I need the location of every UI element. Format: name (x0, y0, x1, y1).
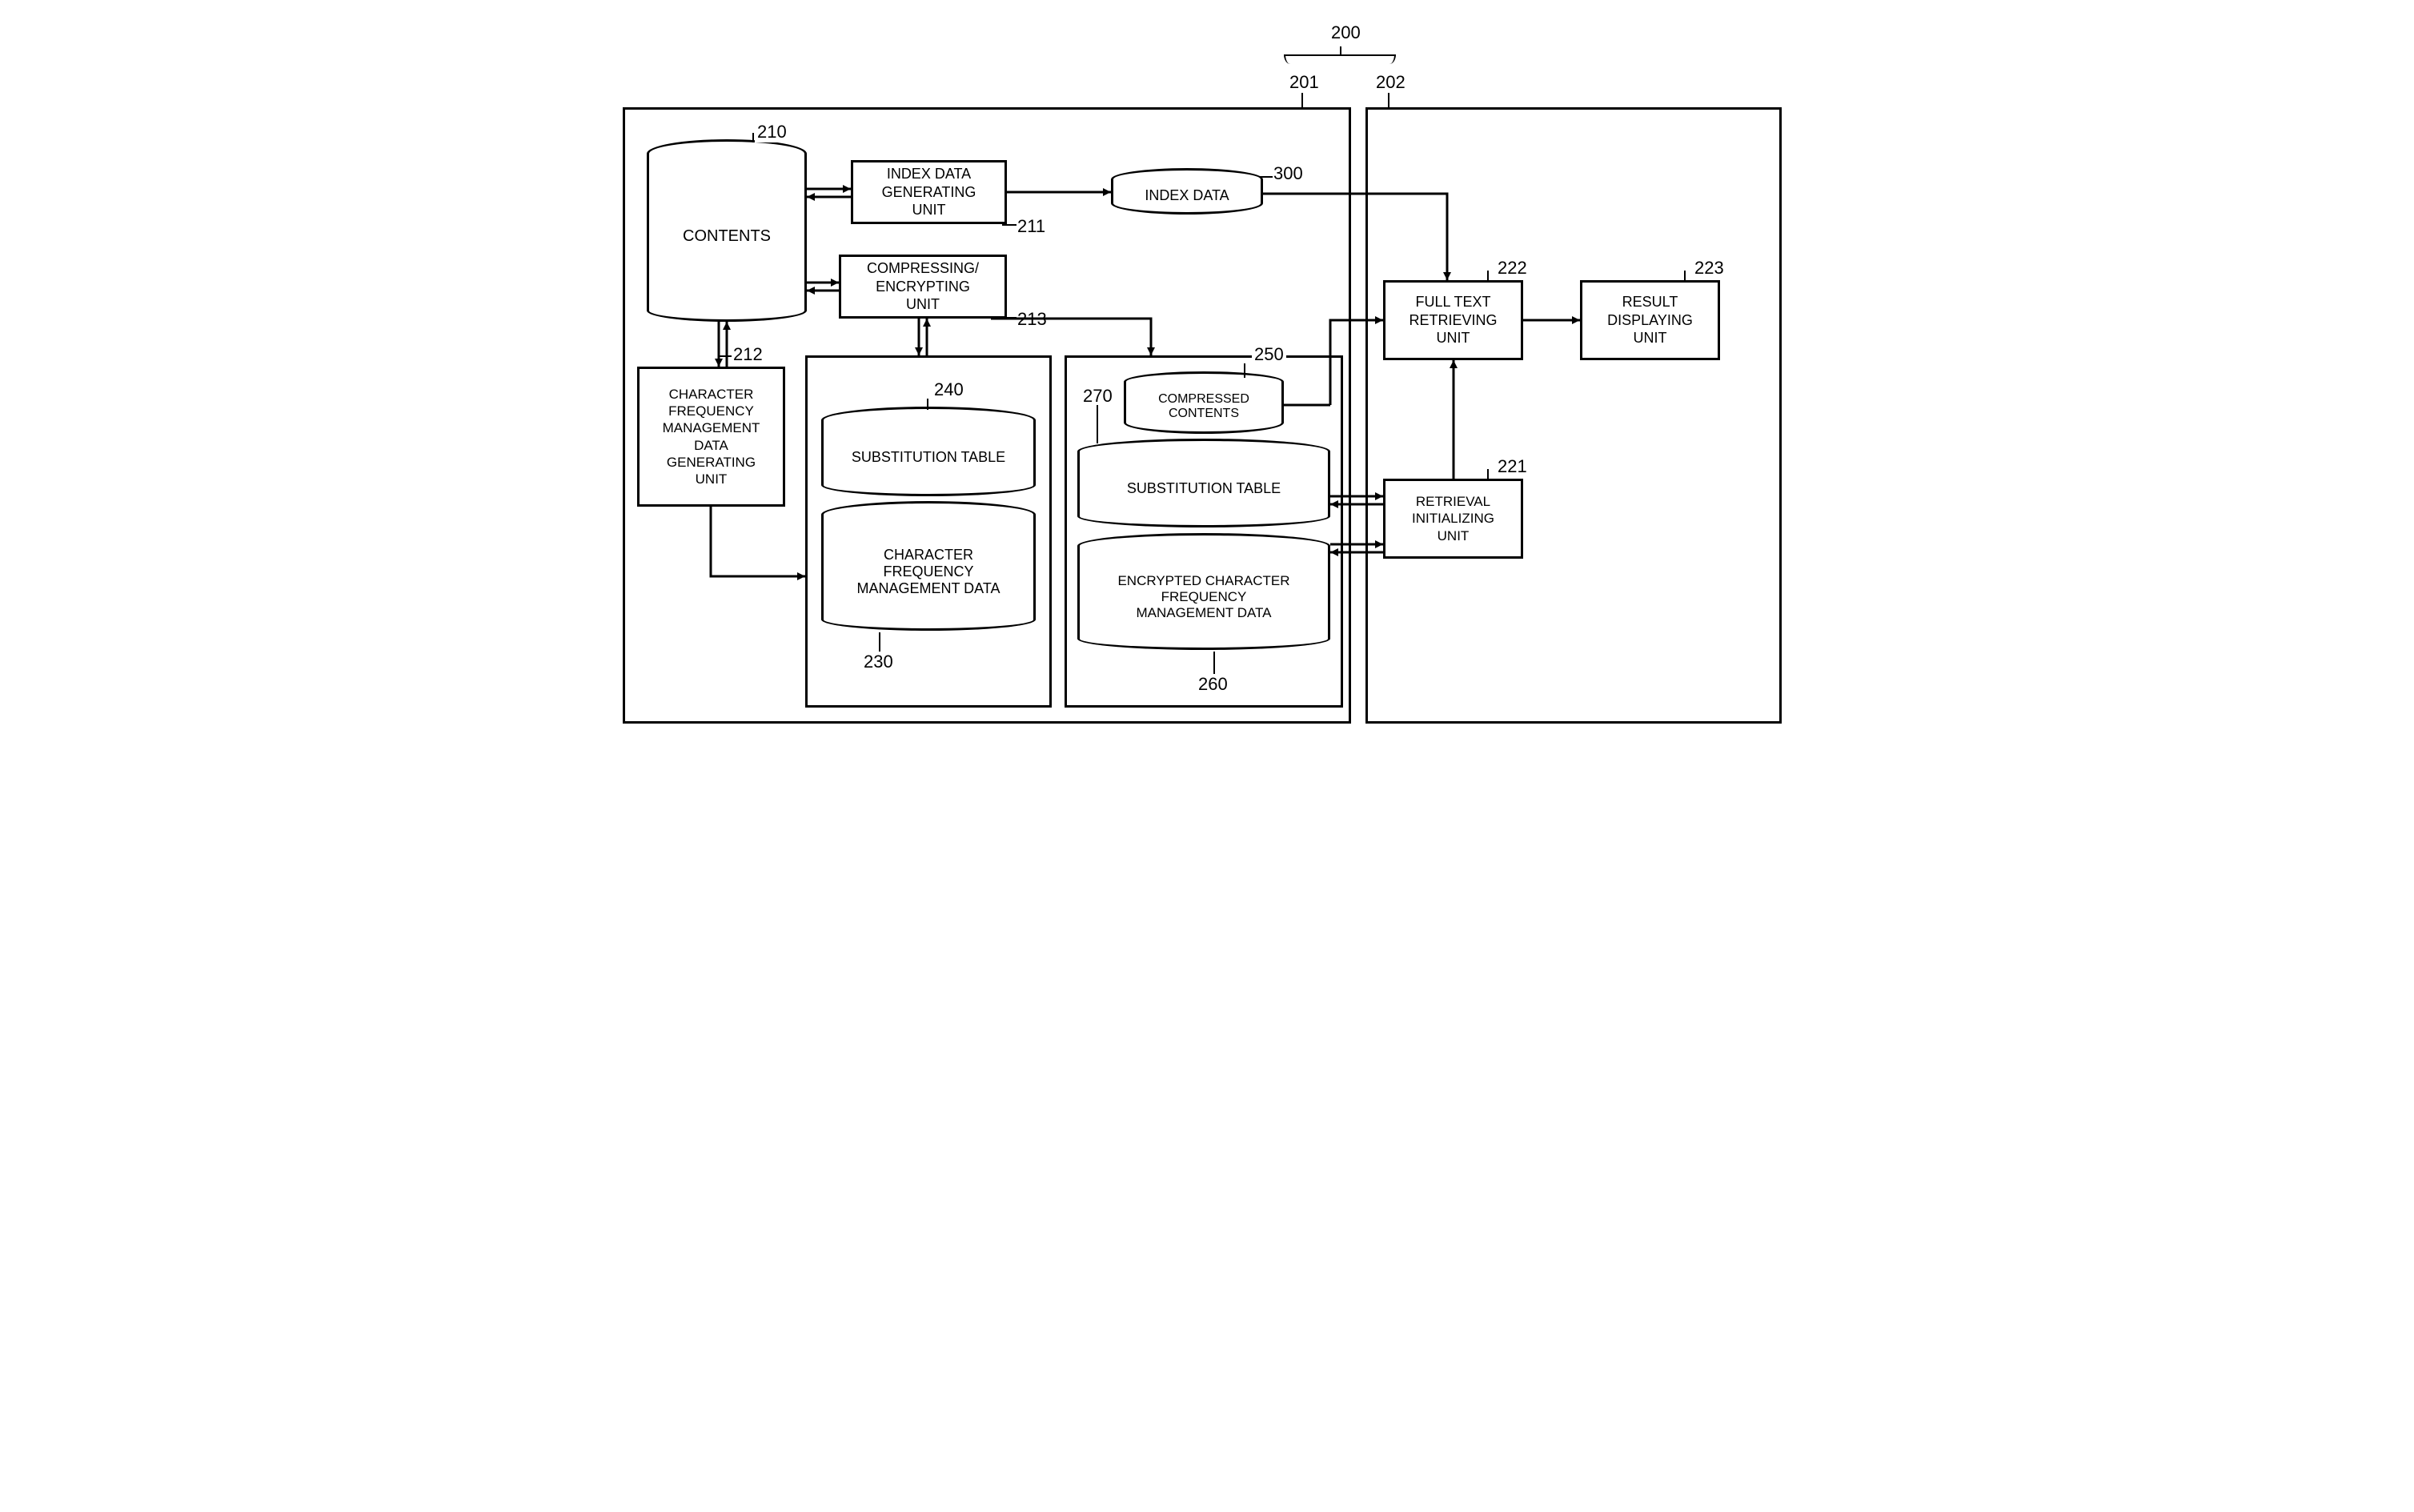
ref-212: 212 (731, 344, 765, 365)
ref-200: 200 (1329, 22, 1363, 43)
ref-230: 230 (861, 652, 896, 672)
leader-270 (1097, 405, 1098, 443)
ref-222: 222 (1495, 258, 1530, 279)
ref-223: 223 (1692, 258, 1726, 279)
subst2-cyl: SUBSTITUTION TABLE (1077, 451, 1330, 527)
ref-211: 211 (1015, 216, 1048, 237)
leader-260 (1213, 652, 1215, 674)
compress-unit: COMPRESSING/ ENCRYPTING UNIT (839, 255, 1007, 319)
ref-213: 213 (1015, 309, 1049, 330)
comp-cyl: COMPRESSED CONTENTS (1124, 382, 1284, 434)
ref-201: 201 (1287, 72, 1321, 93)
ref-221: 221 (1495, 456, 1530, 477)
brace-200 (1284, 43, 1396, 67)
contents-label: CONTENTS (683, 227, 771, 246)
contents-cylinder: CONTENTS (647, 154, 807, 322)
leader-211 (1002, 224, 1017, 226)
compress-label: COMPRESSING/ ENCRYPTING UNIT (867, 259, 979, 314)
cfmdgu-label: CHARACTER FREQUENCY MANAGEMENT DATA GENE… (663, 386, 760, 488)
result-unit: RESULT DISPLAYING UNIT (1580, 280, 1720, 360)
comp-label: COMPRESSED CONTENTS (1158, 392, 1249, 421)
ref-250: 250 (1252, 344, 1286, 365)
subst1-cyl: SUBSTITUTION TABLE (821, 420, 1036, 496)
leader-300 (1260, 176, 1273, 178)
subst2-label: SUBSTITUTION TABLE (1127, 480, 1281, 497)
cfmd-cyl: CHARACTER FREQUENCY MANAGEMENT DATA (821, 515, 1036, 631)
ref-260: 260 (1196, 674, 1230, 695)
leader-223 (1684, 271, 1686, 282)
leader-213 (1002, 317, 1017, 319)
fulltext-unit: FULL TEXT RETRIEVING UNIT (1383, 280, 1523, 360)
ecfmd-cyl: ENCRYPTED CHARACTER FREQUENCY MANAGEMENT… (1077, 546, 1330, 650)
subst1-label: SUBSTITUTION TABLE (852, 449, 1005, 466)
retrinit-label: RETRIEVAL INITIALIZING UNIT (1412, 493, 1494, 544)
fulltext-label: FULL TEXT RETRIEVING UNIT (1409, 293, 1497, 347)
index-gen-unit: INDEX DATA GENERATING UNIT (851, 160, 1007, 224)
index-data-label: INDEX DATA (1145, 187, 1229, 204)
ref-300: 300 (1271, 163, 1305, 184)
retrinit-unit: RETRIEVAL INITIALIZING UNIT (1383, 479, 1523, 559)
leader-212 (719, 355, 732, 357)
index-gen-label: INDEX DATA GENERATING UNIT (882, 165, 976, 219)
ref-270: 270 (1081, 386, 1115, 407)
diagram-canvas: 200 201 202 CONTENTS 210 INDEX DATA GENE… (615, 16, 1799, 752)
leader-240 (927, 399, 928, 410)
leader-222 (1487, 271, 1489, 282)
leader-250 (1244, 363, 1245, 378)
leader-201 (1301, 93, 1303, 107)
ref-202: 202 (1373, 72, 1408, 93)
cfmd-label: CHARACTER FREQUENCY MANAGEMENT DATA (856, 547, 1000, 597)
ref-210: 210 (755, 122, 789, 142)
leader-221 (1487, 469, 1489, 480)
leader-202 (1388, 93, 1389, 107)
cfmdgu-box: CHARACTER FREQUENCY MANAGEMENT DATA GENE… (637, 367, 785, 507)
ref-240: 240 (932, 379, 966, 400)
index-data-cyl: INDEX DATA (1111, 179, 1263, 215)
leader-210 (752, 133, 754, 142)
container-202 (1365, 107, 1782, 724)
ecfmd-label: ENCRYPTED CHARACTER FREQUENCY MANAGEMENT… (1117, 573, 1289, 621)
leader-230 (879, 632, 880, 652)
result-label: RESULT DISPLAYING UNIT (1607, 293, 1693, 347)
